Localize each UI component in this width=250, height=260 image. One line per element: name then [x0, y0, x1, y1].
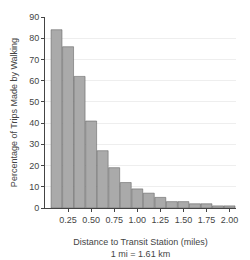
svg-text:20: 20 — [29, 161, 39, 171]
svg-text:30: 30 — [29, 139, 39, 149]
svg-text:1.25: 1.25 — [152, 215, 170, 225]
svg-text:10: 10 — [29, 182, 39, 192]
svg-text:1.50: 1.50 — [175, 215, 193, 225]
svg-text:1.75: 1.75 — [198, 215, 216, 225]
svg-text:Distance to Transit Station (m: Distance to Transit Station (miles)1 mi … — [73, 237, 208, 259]
svg-text:90: 90 — [29, 12, 39, 22]
svg-text:50: 50 — [29, 97, 39, 107]
svg-text:2.00: 2.00 — [221, 215, 239, 225]
svg-text:40: 40 — [29, 118, 39, 128]
svg-text:Percentage of Trips Made by Wa: Percentage of Trips Made by Walking — [9, 38, 19, 187]
svg-text:0.75: 0.75 — [105, 215, 123, 225]
svg-text:60: 60 — [29, 76, 39, 86]
svg-text:70: 70 — [29, 55, 39, 65]
svg-text:1.00: 1.00 — [129, 215, 147, 225]
svg-text:0.50: 0.50 — [82, 215, 100, 225]
svg-text:0.25: 0.25 — [59, 215, 77, 225]
svg-text:0: 0 — [34, 203, 39, 213]
svg-text:80: 80 — [29, 33, 39, 43]
